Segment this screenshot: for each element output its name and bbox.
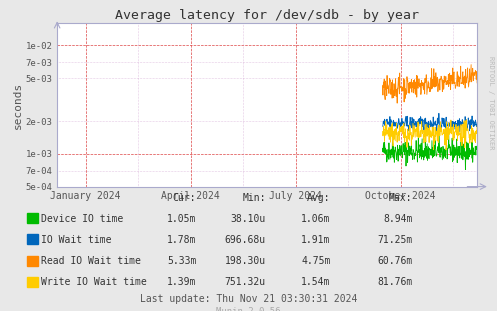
Text: Cur:: Cur:: [173, 193, 196, 202]
Text: 38.10u: 38.10u: [231, 214, 266, 224]
Text: 1.05m: 1.05m: [167, 214, 196, 224]
Title: Average latency for /dev/sdb - by year: Average latency for /dev/sdb - by year: [115, 9, 419, 22]
Text: IO Wait time: IO Wait time: [41, 235, 112, 245]
Text: 1.91m: 1.91m: [301, 235, 331, 245]
Text: 4.75m: 4.75m: [301, 256, 331, 266]
Text: 1.54m: 1.54m: [301, 277, 331, 287]
Text: Max:: Max:: [389, 193, 413, 202]
Text: Device IO time: Device IO time: [41, 214, 123, 224]
Text: 1.78m: 1.78m: [167, 235, 196, 245]
Text: Min:: Min:: [243, 193, 266, 202]
Text: 198.30u: 198.30u: [225, 256, 266, 266]
Text: Write IO Wait time: Write IO Wait time: [41, 277, 147, 287]
Text: 81.76m: 81.76m: [377, 277, 413, 287]
Text: RRDTOOL / TOBI OETIKER: RRDTOOL / TOBI OETIKER: [488, 56, 494, 149]
Text: Read IO Wait time: Read IO Wait time: [41, 256, 141, 266]
Text: 8.94m: 8.94m: [383, 214, 413, 224]
Text: Last update: Thu Nov 21 03:30:31 2024: Last update: Thu Nov 21 03:30:31 2024: [140, 295, 357, 304]
Text: Avg:: Avg:: [307, 193, 331, 202]
Text: 751.32u: 751.32u: [225, 277, 266, 287]
Text: Munin 2.0.56: Munin 2.0.56: [216, 308, 281, 311]
Text: 696.68u: 696.68u: [225, 235, 266, 245]
Y-axis label: seconds: seconds: [12, 81, 23, 128]
Text: 1.06m: 1.06m: [301, 214, 331, 224]
Text: 1.39m: 1.39m: [167, 277, 196, 287]
Text: 5.33m: 5.33m: [167, 256, 196, 266]
Text: 71.25m: 71.25m: [377, 235, 413, 245]
Text: 60.76m: 60.76m: [377, 256, 413, 266]
